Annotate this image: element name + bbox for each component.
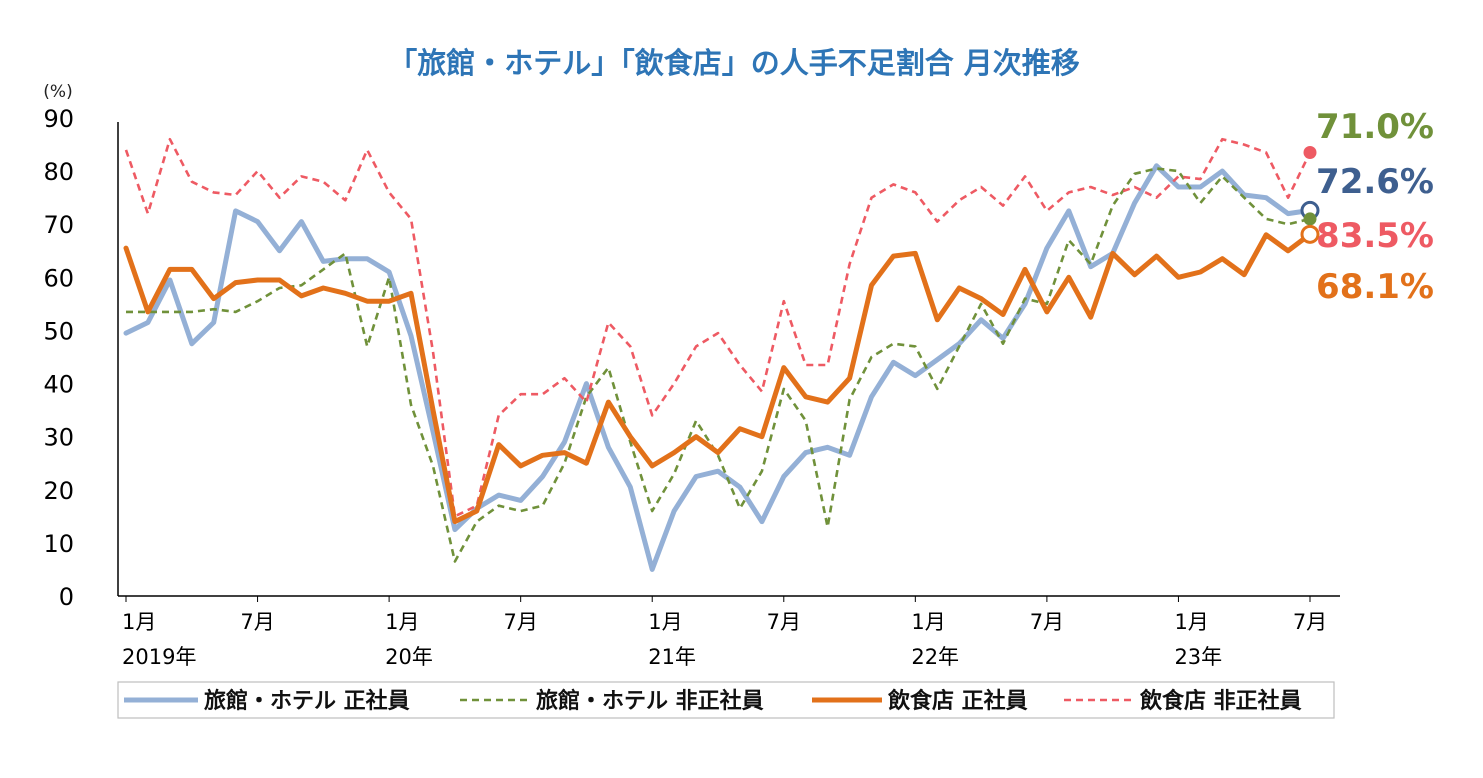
endpoint-value-label-0: 72.6% xyxy=(1316,162,1434,202)
legend-box xyxy=(117,681,1335,719)
x-tick-year-label: 21年 xyxy=(648,645,696,669)
legend-label-1: 旅館・ホテル 非正社員 xyxy=(536,688,764,714)
y-tick-label: 80 xyxy=(43,158,74,186)
x-tick-label: 7月 xyxy=(767,610,801,634)
x-tick-label: 7月 xyxy=(240,610,274,634)
x-tick-year-label: 23年 xyxy=(1174,645,1222,669)
series-lines xyxy=(123,137,1313,572)
x-tick-label: 7月 xyxy=(503,610,537,634)
y-tick-label: 60 xyxy=(43,264,74,292)
y-tick-label: 10 xyxy=(43,530,74,558)
x-axis: 1月 2019年 7月 1月 20年 7月 1月 21年 7月 1月 22年 7月 1月 23年 7月 xyxy=(122,596,1327,669)
endpoint-marker-restaurant-regular xyxy=(1300,224,1320,244)
series-line-3 xyxy=(124,137,1312,518)
x-tick-label: 7月 xyxy=(1030,610,1064,634)
series-line-2 xyxy=(123,231,1313,525)
x-tick-label: 1月 xyxy=(385,610,419,634)
series-line-1 xyxy=(126,167,1311,563)
endpoint-value-label-1: 71.0% xyxy=(1316,107,1434,147)
y-tick-label: 40 xyxy=(43,371,74,399)
y-tick-label: 30 xyxy=(43,424,74,452)
y-tick-label: 0 xyxy=(59,583,74,611)
x-tick-label: 1月 xyxy=(911,610,945,634)
legend-label-2: 飲食店 正社員 xyxy=(887,688,1028,714)
y-tick-label: 90 xyxy=(43,105,74,133)
x-tick-year-label: 2019年 xyxy=(122,645,196,669)
endpoint-labels: 83.5% 72.6% 71.0% 68.1% xyxy=(1316,107,1434,307)
legend-label-0: 旅館・ホテル 正社員 xyxy=(204,688,410,714)
y-axis-unit-label: (%) xyxy=(43,82,72,102)
y-tick-label: 50 xyxy=(43,317,74,345)
series-line-0 xyxy=(123,163,1313,572)
y-tick-label: 20 xyxy=(43,477,74,505)
x-tick-year-label: 20年 xyxy=(385,645,433,669)
x-tick-year-label: 22年 xyxy=(911,645,959,669)
endpoint-value-label-2: 68.1% xyxy=(1316,267,1434,307)
endpoint-value-label-3: 83.5% xyxy=(1316,216,1434,256)
endpoint-markers xyxy=(1300,146,1320,244)
x-tick-label: 7月 xyxy=(1293,610,1327,634)
legend: 旅館・ホテル 正社員 旅館・ホテル 非正社員 飲食店 正社員 飲食店 非正社員 xyxy=(117,681,1335,719)
endpoint-marker-hotel-nonregular xyxy=(1303,212,1317,226)
y-axis: 0 10 20 30 40 50 60 70 80 90 xyxy=(43,105,74,611)
endpoint-marker-restaurant-nonregular xyxy=(1303,146,1317,160)
y-tick-label: 70 xyxy=(43,211,74,239)
chart-title: 「旅館・ホテル」「飲食店」の人手不足割合 月次推移 xyxy=(388,46,1080,80)
x-tick-label: 1月 xyxy=(1174,610,1208,634)
x-tick-label: 1月 xyxy=(122,610,156,634)
x-tick-label: 1月 xyxy=(648,610,682,634)
legend-label-3: 飲食店 非正社員 xyxy=(1139,688,1302,714)
